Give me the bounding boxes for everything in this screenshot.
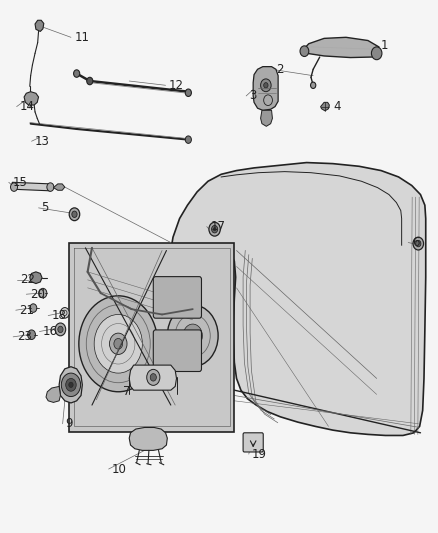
Text: 17: 17 <box>210 220 225 233</box>
Circle shape <box>147 369 160 385</box>
Text: 2: 2 <box>276 63 283 76</box>
Circle shape <box>150 374 156 381</box>
Text: 7: 7 <box>123 385 130 398</box>
Circle shape <box>66 378 76 391</box>
Text: 23: 23 <box>17 330 32 343</box>
Polygon shape <box>171 163 426 435</box>
Circle shape <box>261 79 271 92</box>
Circle shape <box>212 225 218 233</box>
Circle shape <box>30 304 37 312</box>
FancyBboxPatch shape <box>243 433 263 452</box>
Text: 14: 14 <box>20 100 35 113</box>
Text: 9: 9 <box>66 417 73 430</box>
Polygon shape <box>129 427 167 450</box>
Circle shape <box>167 305 218 367</box>
Circle shape <box>87 77 93 85</box>
Polygon shape <box>69 243 234 432</box>
Text: 18: 18 <box>52 309 67 322</box>
Polygon shape <box>129 365 177 390</box>
Text: 6: 6 <box>412 236 419 249</box>
Polygon shape <box>253 67 278 110</box>
Circle shape <box>213 228 216 231</box>
Text: 19: 19 <box>252 448 267 461</box>
Polygon shape <box>24 92 39 105</box>
Polygon shape <box>302 37 379 58</box>
Polygon shape <box>321 102 329 111</box>
Circle shape <box>110 333 127 354</box>
Circle shape <box>264 83 268 88</box>
Circle shape <box>371 47 382 60</box>
Text: 11: 11 <box>74 31 89 44</box>
Polygon shape <box>12 182 53 191</box>
Circle shape <box>60 308 69 318</box>
Circle shape <box>185 89 191 96</box>
Text: 3: 3 <box>250 90 257 102</box>
Circle shape <box>114 338 123 349</box>
Circle shape <box>39 288 47 298</box>
Circle shape <box>209 222 220 236</box>
Text: 4: 4 <box>333 100 340 113</box>
Circle shape <box>416 240 421 247</box>
Circle shape <box>188 330 197 341</box>
Circle shape <box>94 314 142 373</box>
Circle shape <box>69 382 73 387</box>
Circle shape <box>47 183 54 191</box>
Text: 15: 15 <box>12 176 27 189</box>
Polygon shape <box>59 367 82 403</box>
Circle shape <box>72 211 77 217</box>
Text: 10: 10 <box>112 463 127 475</box>
Circle shape <box>183 324 202 348</box>
Text: 12: 12 <box>169 79 184 92</box>
Circle shape <box>61 373 81 397</box>
Circle shape <box>55 323 66 336</box>
Text: 16: 16 <box>43 325 58 338</box>
Polygon shape <box>46 386 60 402</box>
Polygon shape <box>53 184 65 190</box>
Circle shape <box>69 208 80 221</box>
Text: 5: 5 <box>42 201 49 214</box>
Polygon shape <box>35 20 44 31</box>
Text: 13: 13 <box>35 135 50 148</box>
Polygon shape <box>261 110 272 126</box>
Text: 22: 22 <box>20 273 35 286</box>
FancyBboxPatch shape <box>153 330 201 372</box>
Polygon shape <box>30 272 42 284</box>
Circle shape <box>58 326 63 333</box>
Text: 20: 20 <box>30 288 45 301</box>
Text: 21: 21 <box>19 304 34 317</box>
Circle shape <box>311 82 316 88</box>
Circle shape <box>300 46 309 56</box>
Circle shape <box>74 70 80 77</box>
Circle shape <box>79 296 158 392</box>
Circle shape <box>11 183 18 191</box>
FancyBboxPatch shape <box>153 277 201 318</box>
Text: 1: 1 <box>381 39 389 52</box>
Circle shape <box>185 136 191 143</box>
Circle shape <box>413 237 424 250</box>
Circle shape <box>28 330 35 340</box>
